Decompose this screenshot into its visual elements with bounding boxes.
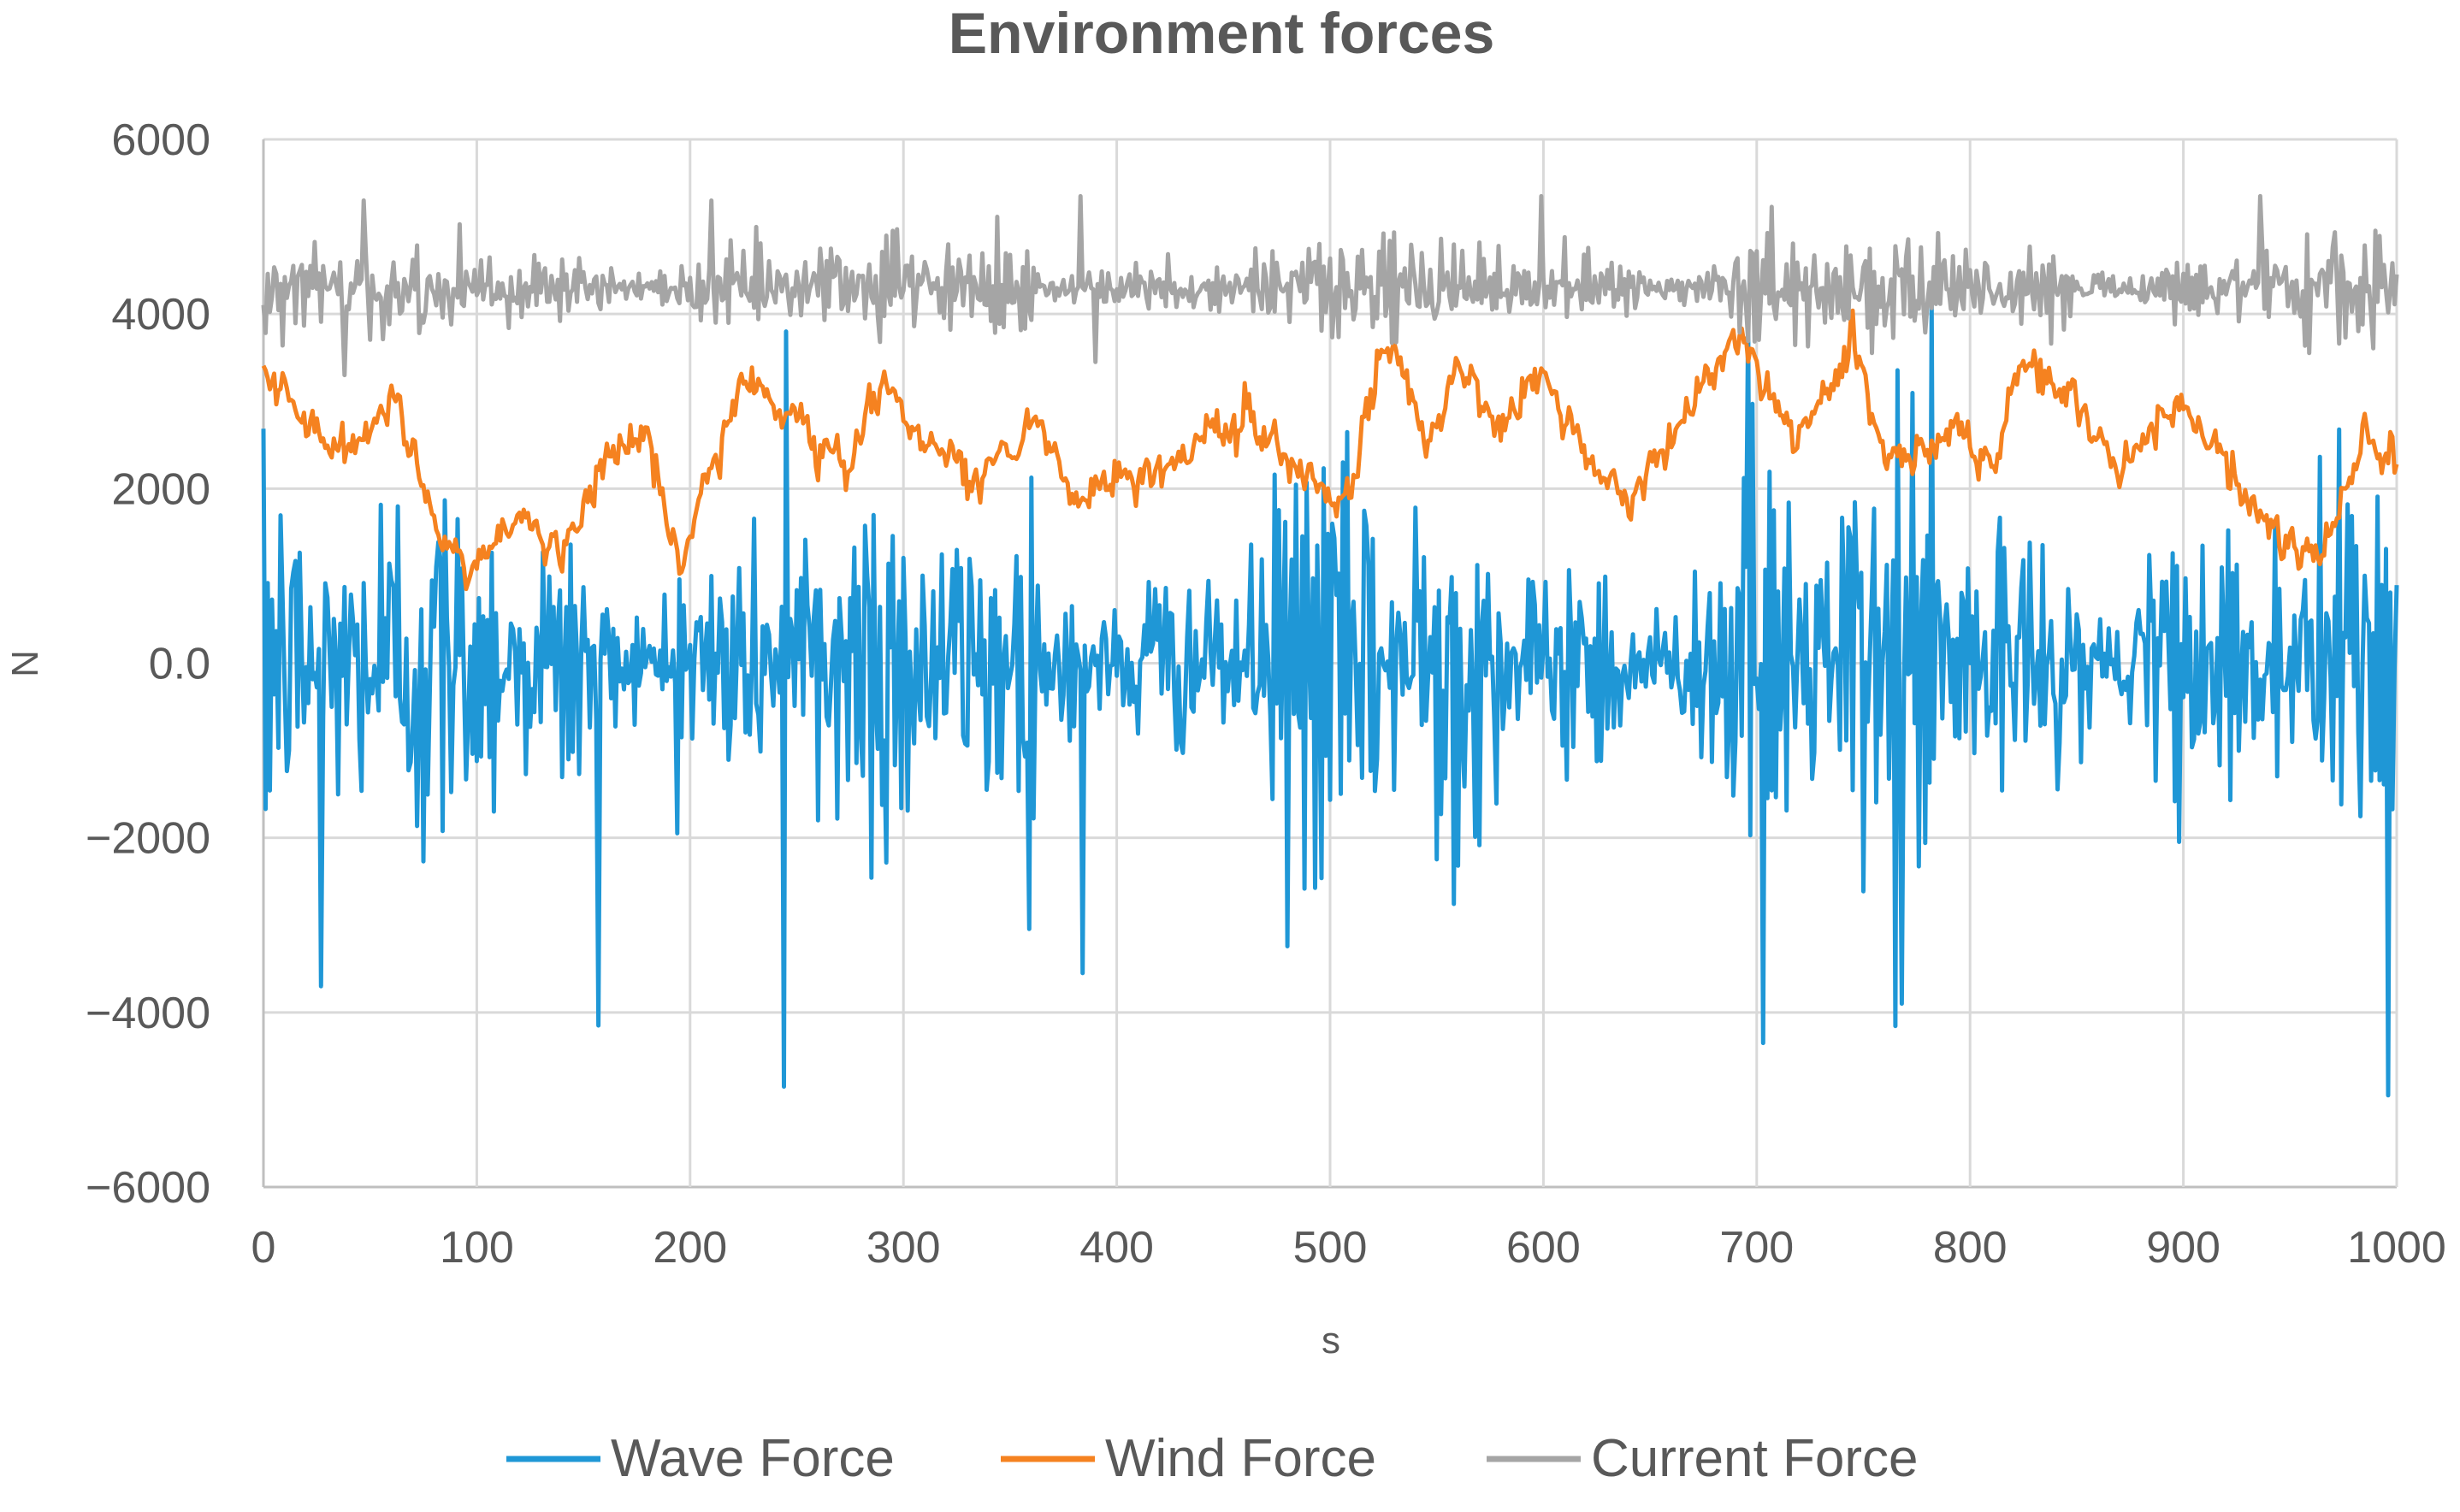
x-tick-label: 200 [653, 1223, 727, 1273]
x-tick-label: 0 [251, 1223, 276, 1273]
y-tick-label: −2000 [86, 814, 210, 864]
legend-item-wind-force: Wind Force [1001, 1429, 1376, 1488]
x-axis-tick-labels: 0 100 200 300 400 500 600 700 800 900 1000 [251, 1223, 2446, 1273]
series-line-current-force [261, 193, 2399, 378]
legend-item-current-force: Current Force [1487, 1429, 1918, 1488]
y-axis-tick-labels: 6000 4000 2000 0.0 −2000 −4000 −6000 [86, 115, 210, 1213]
series-lines [261, 193, 2399, 1098]
legend-label: Wave Force [611, 1429, 895, 1488]
legend-label: Current Force [1591, 1429, 1918, 1488]
x-tick-label: 100 [440, 1223, 514, 1273]
x-tick-label: 1000 [2347, 1223, 2446, 1273]
x-tick-label: 600 [1506, 1223, 1581, 1273]
y-tick-label: −6000 [86, 1163, 210, 1213]
series-line-wind-force [261, 308, 2399, 592]
y-tick-label: 6000 [111, 115, 210, 165]
y-tick-label: 4000 [111, 290, 210, 340]
legend-label: Wind Force [1105, 1429, 1376, 1488]
x-tick-label: 800 [1933, 1223, 2008, 1273]
x-tick-label: 500 [1293, 1223, 1368, 1273]
x-tick-label: 700 [1719, 1223, 1794, 1273]
y-tick-label: −4000 [86, 989, 210, 1038]
x-tick-label: 900 [2146, 1223, 2221, 1273]
legend: Wave Force Wind Force Current Force [506, 1429, 1918, 1488]
chart-title: Environment forces [949, 1, 1495, 66]
x-axis-label: s [1322, 1320, 1340, 1361]
y-axis-label: N [4, 650, 46, 677]
y-tick-label: 0.0 [149, 640, 210, 689]
legend-item-wave-force: Wave Force [506, 1429, 895, 1488]
x-tick-label: 300 [866, 1223, 941, 1273]
series-line-wave-force [261, 303, 2399, 1098]
y-tick-label: 2000 [111, 464, 210, 514]
x-tick-label: 400 [1079, 1223, 1154, 1273]
